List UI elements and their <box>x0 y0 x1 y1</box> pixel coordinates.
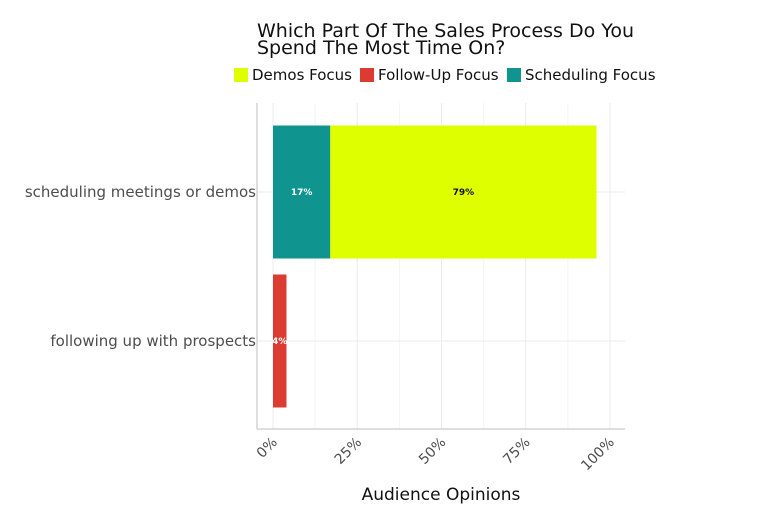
x-tick-label: 25% <box>332 435 365 468</box>
legend-label: Follow-Up Focus <box>378 66 499 84</box>
bar-data-label: 79% <box>453 188 475 198</box>
bar <box>273 125 331 259</box>
legend-label: Scheduling Focus <box>525 66 656 84</box>
bar <box>330 125 597 259</box>
x-tick-label: 50% <box>416 435 449 468</box>
legend-swatch <box>360 68 374 82</box>
x-tick-label: 75% <box>500 435 533 468</box>
x-axis-title: Audience Opinions <box>362 485 521 505</box>
bar-data-label: 4% <box>272 337 287 347</box>
x-tick-label: 100% <box>578 435 618 475</box>
chart-title-line: Which Part Of The Sales Process Do You <box>257 20 634 42</box>
category-label: scheduling meetings or demos <box>25 183 256 201</box>
bar-data-label: 17% <box>291 188 313 198</box>
bar <box>273 274 287 408</box>
legend-label: Demos Focus <box>252 66 352 84</box>
legend-swatch <box>507 68 521 82</box>
chart-title-line: Spend The Most Time On? <box>257 37 505 59</box>
legend-swatch <box>234 68 248 82</box>
category-label: following up with prospects <box>50 332 256 350</box>
x-tick-label: 0% <box>254 435 281 462</box>
